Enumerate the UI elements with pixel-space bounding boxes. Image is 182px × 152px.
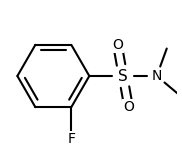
- Text: S: S: [118, 69, 128, 83]
- Text: O: O: [123, 100, 134, 114]
- Text: O: O: [112, 38, 123, 52]
- Text: F: F: [67, 132, 75, 146]
- Text: N: N: [152, 69, 162, 83]
